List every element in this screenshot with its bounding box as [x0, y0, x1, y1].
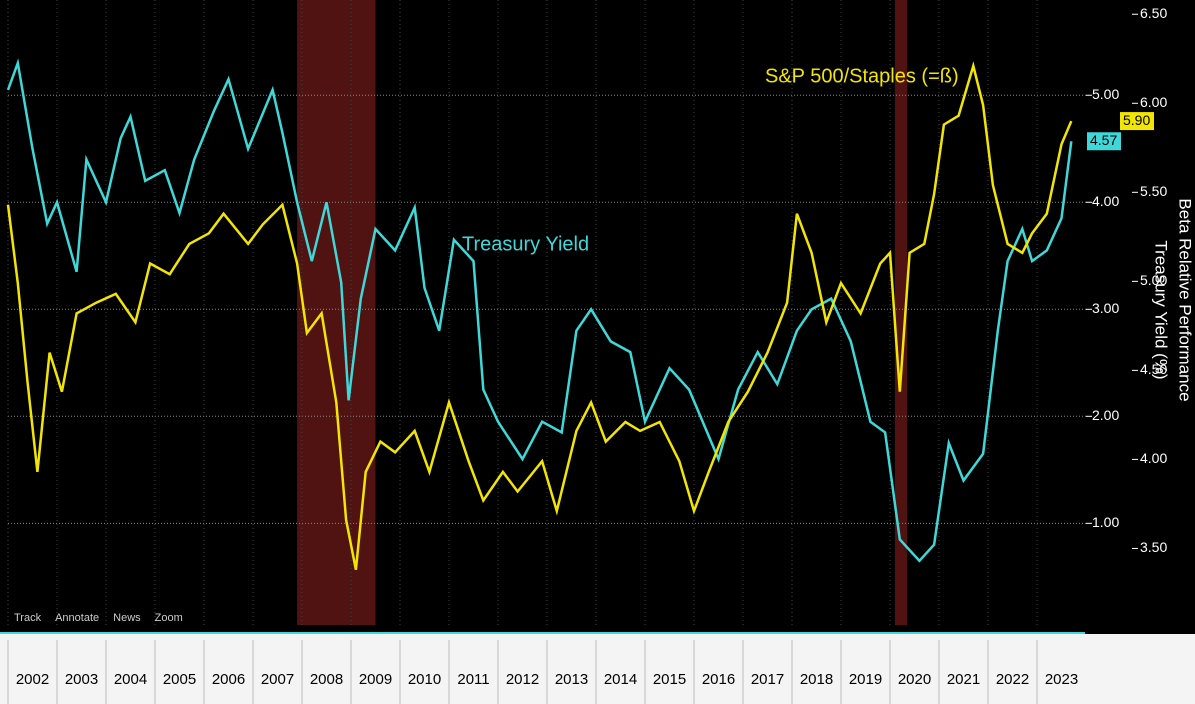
y-axis-title: Treasury Yield (%) — [1152, 240, 1171, 379]
y-tick-label: 2.00 — [1092, 407, 1119, 423]
x-tick-label: 2022 — [996, 671, 1029, 688]
x-tick-label: 2008 — [310, 671, 343, 688]
plot-area — [6, 0, 1086, 625]
y-tick-label: 1.00 — [1092, 514, 1119, 530]
x-tick-label: 2014 — [604, 671, 637, 688]
y2-tick-label: 5.50 — [1140, 183, 1167, 199]
x-tick-label: 2004 — [114, 671, 147, 688]
last-value-box — [1087, 132, 1121, 151]
toolbar-button[interactable]: Annotate — [55, 612, 99, 624]
y2-tick-label: 5.00 — [1140, 272, 1167, 288]
x-tick-label: 2020 — [898, 671, 931, 688]
y2-tick-label: 4.00 — [1140, 450, 1167, 466]
x-tick-label: 2018 — [800, 671, 833, 688]
x-axis-bar — [0, 634, 1195, 704]
series-line — [6, 61, 1073, 571]
last-value-label: 4.57 — [1090, 132, 1117, 148]
x-tick-label: 2007 — [261, 671, 294, 688]
y-tick-label: 5.00 — [1092, 86, 1119, 102]
y2-tick-label: 3.50 — [1140, 539, 1167, 555]
x-tick-label: 2005 — [163, 671, 196, 688]
x-tick-label: 2002 — [16, 671, 49, 688]
last-value-box — [1120, 112, 1154, 131]
series-name: S&P 500/Staples (=ß) — [765, 65, 959, 87]
x-tick-label: 2012 — [506, 671, 539, 688]
y2-tick-label: 6.00 — [1140, 94, 1167, 110]
x-tick-label: 2010 — [408, 671, 441, 688]
toolbar-button[interactable]: Zoom — [155, 612, 183, 624]
x-tick-label: 2015 — [653, 671, 686, 688]
x-tick-label: 2016 — [702, 671, 735, 688]
y-tick-label: 4.00 — [1092, 193, 1119, 209]
x-tick-label: 2009 — [359, 671, 392, 688]
toolbar-button[interactable]: News — [113, 612, 141, 624]
recession-band — [297, 0, 376, 625]
x-tick-label: 2011 — [457, 671, 489, 688]
series-name: Treasury Yield — [462, 233, 589, 255]
x-tick-label: 2006 — [212, 671, 245, 688]
x-tick-label: 2003 — [65, 671, 98, 688]
x-tick-label: 2023 — [1045, 671, 1078, 688]
y-tick-label: 3.00 — [1092, 300, 1119, 316]
y2-tick-label: 4.50 — [1140, 361, 1167, 377]
x-tick-label: 2019 — [849, 671, 882, 688]
x-tick-label: 2021 — [947, 671, 980, 688]
y2-axis-title: Beta Relative Performance — [1176, 198, 1195, 401]
toolbar-button[interactable]: Track — [14, 612, 42, 624]
last-value-label: 5.90 — [1123, 112, 1150, 128]
x-tick-label: 2013 — [555, 671, 588, 688]
series-line — [6, 58, 1073, 563]
y2-tick-label: 6.50 — [1140, 5, 1167, 21]
x-tick-label: 2017 — [751, 671, 784, 688]
recession-band — [894, 0, 908, 625]
